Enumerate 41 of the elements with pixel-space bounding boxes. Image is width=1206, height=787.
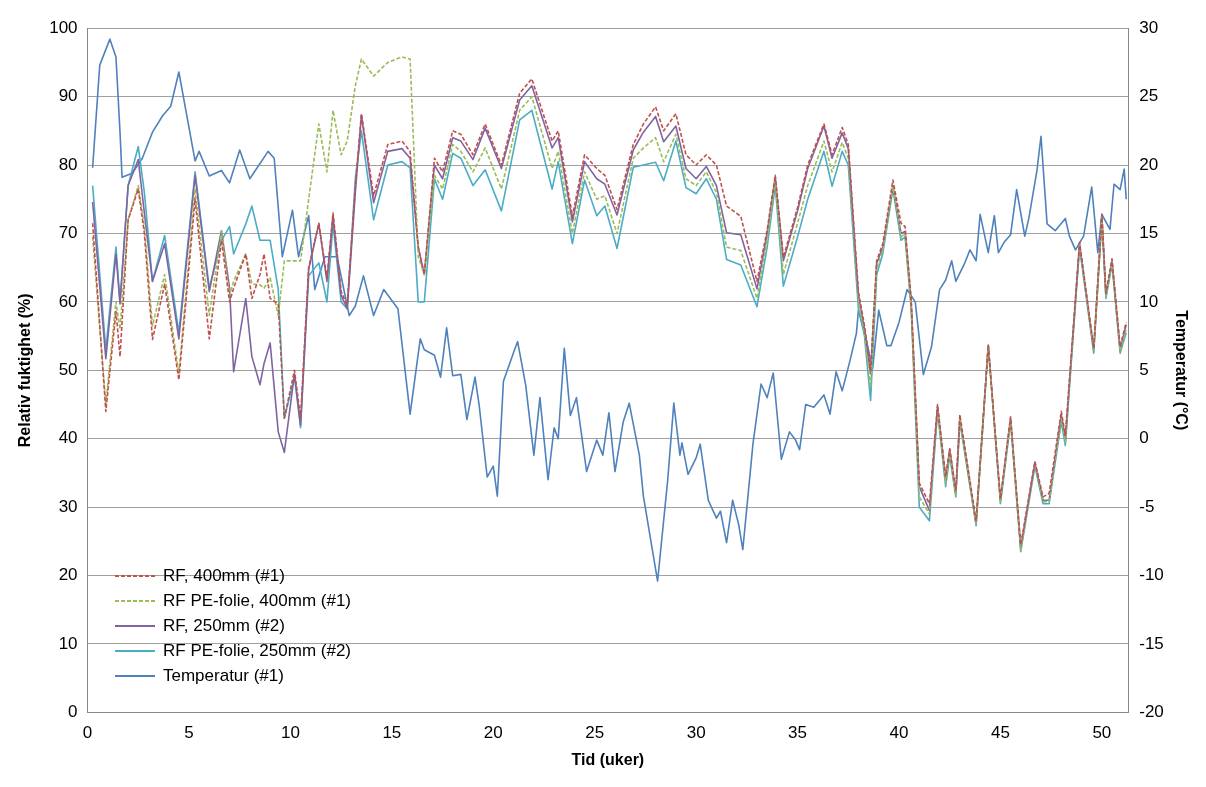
- y-tick-label: 60: [58, 291, 78, 311]
- y2-tick-label: 25: [1139, 86, 1159, 106]
- y-tick-label: 10: [58, 633, 78, 653]
- y2-tick-label: 20: [1139, 154, 1159, 174]
- legend-label: RF, 400mm (#1): [163, 565, 285, 587]
- y2-tick-label: -5: [1139, 496, 1155, 516]
- x-tick-label: 15: [382, 723, 402, 743]
- y2-tick-label: -10: [1139, 565, 1164, 585]
- x-tick-label: 40: [889, 723, 909, 743]
- y-tick-label: 100: [49, 17, 78, 37]
- legend-label: RF, 250mm (#2): [163, 615, 285, 637]
- y-tick-label: 20: [58, 565, 78, 585]
- y-tick-label: 50: [58, 359, 78, 379]
- x-tick-label: 50: [1092, 723, 1112, 743]
- y2-tick-label: 5: [1139, 359, 1149, 379]
- y-tick-label: 80: [58, 154, 78, 174]
- legend-label: RF PE-folie, 400mm (#1): [163, 590, 351, 612]
- y2-tick-label: -20: [1139, 702, 1164, 722]
- y2-tick-label: 10: [1139, 291, 1159, 311]
- y-tick-label: 40: [58, 428, 78, 448]
- y-tick-label: 0: [68, 702, 78, 722]
- x-tick-label: 30: [686, 723, 706, 743]
- y-tick-label: 30: [58, 496, 78, 516]
- x-tick-label: 5: [184, 723, 194, 743]
- x-tick-label: 0: [82, 723, 93, 743]
- x-tick-label: 20: [483, 723, 503, 743]
- y-tick-label: 90: [58, 86, 78, 106]
- x-tick-label: 25: [585, 723, 605, 743]
- y2-tick-label: -15: [1139, 633, 1164, 653]
- y2-tick-label: 15: [1139, 223, 1159, 243]
- legend-label: Temperatur (#1): [163, 665, 284, 687]
- y2-tick-label: 0: [1139, 428, 1149, 448]
- x-axis-title: Tid (uker): [571, 750, 645, 768]
- x-tick-label: 35: [788, 723, 808, 743]
- y2-axis-title: Temperatur (°C): [1172, 310, 1190, 431]
- x-tick-label: 45: [990, 723, 1010, 743]
- y2-tick-label: 30: [1139, 17, 1159, 37]
- legend-label: RF PE-folie, 250mm (#2): [163, 640, 351, 662]
- y-axis-title: Relativ fuktighet (%): [16, 293, 34, 448]
- x-tick-label: 10: [280, 723, 300, 743]
- y-tick-label: 70: [58, 223, 78, 243]
